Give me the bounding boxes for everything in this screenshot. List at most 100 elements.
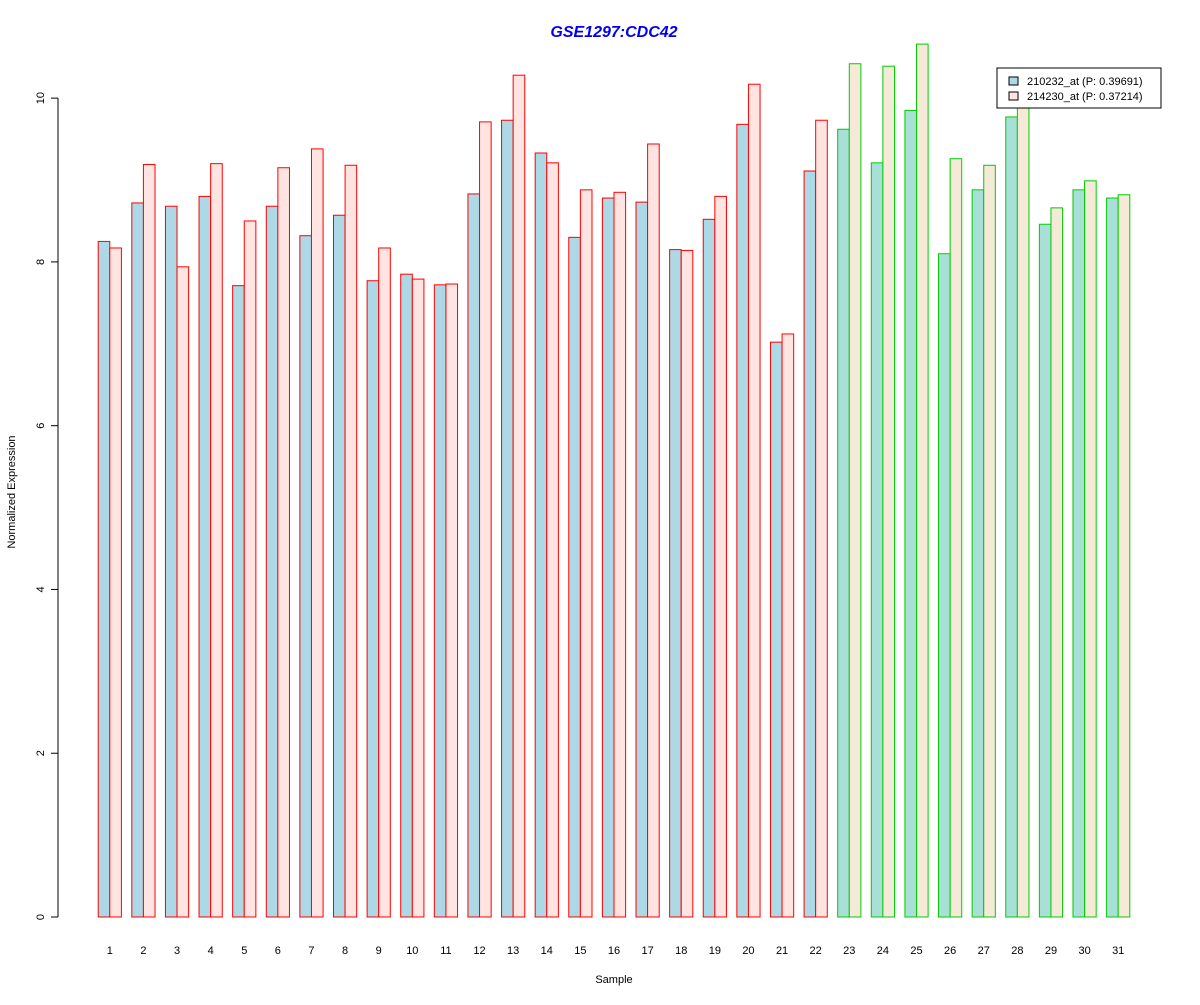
y-axis: 0 2 4 6 8 10 xyxy=(35,92,59,920)
bar-214230-at-sample-7 xyxy=(310,148,324,918)
bar-210232-at-sample-8 xyxy=(332,214,346,918)
x-tick-label: 4 xyxy=(208,945,214,957)
x-tick-label: 24 xyxy=(877,945,889,957)
bar-210232-at-sample-14 xyxy=(534,152,548,918)
x-tick-label: 31 xyxy=(1112,945,1124,957)
x-tick-label: 23 xyxy=(843,945,855,957)
bar-214230-at-sample-24 xyxy=(882,65,896,918)
y-tick-label: 4 xyxy=(35,586,47,592)
x-tick-label: 9 xyxy=(376,945,382,957)
x-tick-label: 22 xyxy=(810,945,822,957)
y-tick-label: 8 xyxy=(35,259,47,265)
x-tick-label: 7 xyxy=(308,945,314,957)
x-tick-label: 25 xyxy=(910,945,922,957)
bar-210232-at-sample-21 xyxy=(769,341,783,918)
bar-210232-at-sample-18 xyxy=(669,249,682,918)
x-tick-label: 14 xyxy=(541,945,553,957)
bar-214230-at-sample-14 xyxy=(546,162,559,918)
x-axis-label: Sample xyxy=(595,974,632,986)
x-tick-label: 15 xyxy=(574,945,586,957)
bar-214230-at-sample-2 xyxy=(142,163,156,918)
bar-214230-at-sample-26 xyxy=(949,158,963,918)
bar-210232-at-sample-20 xyxy=(736,123,749,918)
x-tick-label: 27 xyxy=(978,945,990,957)
y-tick-label: 6 xyxy=(35,423,47,429)
x-tick-label: 30 xyxy=(1078,945,1090,957)
bar-214230-at-sample-5 xyxy=(243,220,257,918)
bar-214230-at-sample-16 xyxy=(613,191,627,918)
legend-swatch-210232 xyxy=(1008,76,1019,86)
x-tick-label: 18 xyxy=(675,945,687,957)
bar-214230-at-sample-4 xyxy=(210,163,223,918)
bar-210232-at-sample-2 xyxy=(131,202,144,918)
bar-214230-at-sample-13 xyxy=(512,74,526,918)
bar-210232-at-sample-19 xyxy=(702,218,716,918)
bar-214230-at-sample-3 xyxy=(176,266,190,918)
chart-title: GSE1297:CDC42 xyxy=(550,24,677,41)
bar-210232-at-sample-23 xyxy=(837,128,850,918)
x-tick-label: 6 xyxy=(275,945,281,957)
x-tick-labels: 1 2 3 4 5 6 7 8 9 10 11 12 13 14 15 16 17 18 19 20 21 22 23 24 2… xyxy=(107,945,1125,957)
x-tick-label: 17 xyxy=(641,945,653,957)
bar-210232-at-sample-28 xyxy=(1005,116,1018,918)
legend-label-210232: 210232_at (P: 0.39691) xyxy=(1027,76,1143,88)
x-tick-label: 8 xyxy=(342,945,348,957)
x-tick-label: 5 xyxy=(241,945,247,957)
bar-210232-at-sample-24 xyxy=(870,162,884,918)
bar-210232-at-sample-4 xyxy=(198,195,212,918)
bar-214230-at-sample-12 xyxy=(479,121,492,918)
bar-210232-at-sample-6 xyxy=(265,205,279,918)
bar-214230-at-sample-31 xyxy=(1117,194,1131,918)
bar-214230-at-sample-25 xyxy=(916,43,929,918)
bar-210232-at-sample-16 xyxy=(601,197,615,918)
x-tick-label: 16 xyxy=(608,945,620,957)
bar-210232-at-sample-11 xyxy=(433,284,447,918)
x-tick-label: 29 xyxy=(1045,945,1057,957)
x-tick-label: 19 xyxy=(709,945,721,957)
bar-210232-at-sample-31 xyxy=(1106,197,1119,918)
bar-210232-at-sample-22 xyxy=(803,170,817,918)
bar-210232-at-sample-12 xyxy=(467,193,481,918)
legend: 210232_at (P: 0.39691) 214230_at (P: 0.3… xyxy=(996,67,1162,109)
bar-214230-at-sample-10 xyxy=(411,278,425,918)
bar-214230-at-sample-30 xyxy=(1084,180,1097,918)
bar-210232-at-sample-27 xyxy=(971,189,985,918)
x-tick-label: 26 xyxy=(944,945,956,957)
x-tick-label: 12 xyxy=(473,945,485,957)
bars-group xyxy=(97,43,1131,918)
bar-214230-at-sample-8 xyxy=(344,164,358,918)
bar-214230-at-sample-27 xyxy=(983,164,996,918)
bar-214230-at-sample-29 xyxy=(1050,207,1064,918)
bar-214230-at-sample-9 xyxy=(378,247,391,918)
bar-210232-at-sample-1 xyxy=(97,240,111,918)
bar-214230-at-sample-19 xyxy=(714,195,727,918)
bar-214230-at-sample-17 xyxy=(647,143,660,918)
x-tick-label: 10 xyxy=(406,945,418,957)
bar-214230-at-sample-6 xyxy=(277,167,290,918)
bar-210232-at-sample-29 xyxy=(1038,223,1052,918)
bar-210232-at-sample-26 xyxy=(938,253,951,918)
x-tick-label: 1 xyxy=(107,945,113,957)
bar-214230-at-sample-20 xyxy=(747,83,761,918)
x-tick-label: 13 xyxy=(507,945,519,957)
bar-214230-at-sample-28 xyxy=(1016,77,1030,918)
y-axis-label: Normalized Expression xyxy=(6,435,18,548)
x-tick-label: 2 xyxy=(140,945,146,957)
x-tick-label: 11 xyxy=(440,945,451,957)
legend-label-214230: 214230_at (P: 0.37214) xyxy=(1027,91,1143,103)
bar-210232-at-sample-15 xyxy=(568,236,581,918)
bar-210232-at-sample-7 xyxy=(299,235,312,918)
y-tick-label: 10 xyxy=(35,92,47,104)
bar-210232-at-sample-30 xyxy=(1072,189,1086,918)
bar-210232-at-sample-13 xyxy=(501,119,514,918)
bar-210232-at-sample-10 xyxy=(400,273,413,918)
x-tick-label: 3 xyxy=(174,945,180,957)
bar-210232-at-sample-3 xyxy=(164,205,178,918)
y-tick-label: 0 xyxy=(35,914,47,920)
bar-210232-at-sample-17 xyxy=(635,201,649,918)
bar-214230-at-sample-1 xyxy=(109,247,122,918)
bar-210232-at-sample-9 xyxy=(366,280,380,918)
x-tick-label: 21 xyxy=(776,945,788,957)
